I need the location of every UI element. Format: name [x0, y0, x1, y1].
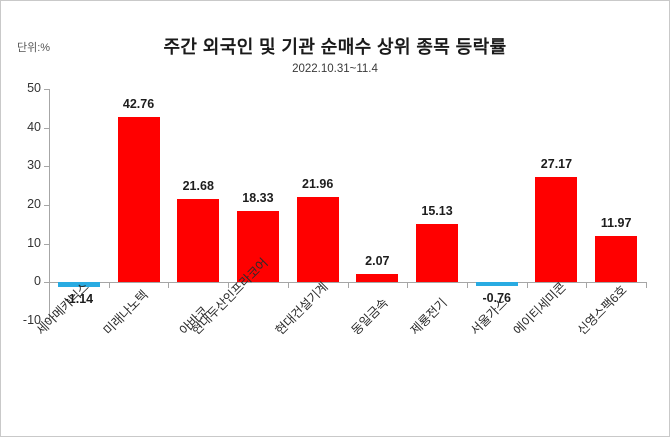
bar-value-label: 42.76: [122, 96, 155, 111]
y-tick-mark: [44, 282, 49, 284]
x-tick-mark: [586, 282, 587, 289]
y-tick-mark: [44, 166, 49, 168]
bar[interactable]: [595, 236, 638, 283]
y-tick-mark: [44, 243, 49, 245]
y-tick-mark: [44, 205, 49, 206]
x-tick-mark: [109, 282, 110, 289]
bar-value-label: -1.14: [64, 291, 94, 306]
y-tick-label: 20: [27, 197, 41, 211]
plot-area: 50 40 30 20 10 0 -10 -1.14 42.76 21.68 18.33 21.96…: [23, 82, 647, 326]
bar-value-label: 11.97: [600, 216, 632, 231]
bar-value-label: 21.68: [182, 178, 214, 193]
bar[interactable]: [416, 223, 459, 283]
x-tick-mark: [168, 282, 169, 289]
y-tick-mark: [44, 127, 49, 129]
y-axis-line: [49, 89, 50, 321]
y-tick-label: 30: [27, 158, 41, 173]
bar[interactable]: [117, 116, 160, 283]
chart-subtitle: 2022.10.31~11.4: [292, 63, 378, 75]
x-tick-mark: [467, 282, 468, 289]
y-tick-label: 40: [27, 119, 41, 134]
y-tick-label: -10: [22, 313, 41, 327]
unit-label: 단위:%: [17, 42, 51, 54]
bar-value-label: 15.13: [421, 203, 453, 218]
x-tick-mark: [407, 282, 408, 289]
x-tick-mark: [646, 282, 647, 289]
x-tick-mark: [49, 282, 50, 289]
x-tick-mark: [527, 282, 528, 289]
x-tick-mark: [228, 282, 229, 289]
x-tick-mark: [288, 282, 289, 289]
bar[interactable]: [57, 282, 100, 287]
chart-title: 주간 외국인 및 기관 순매수 상위 종목 등락률: [163, 37, 507, 57]
bar[interactable]: [356, 274, 399, 283]
x-tick-mark: [348, 282, 349, 289]
y-tick-label: 50: [27, 81, 41, 95]
y-tick-label: 10: [27, 235, 41, 250]
bar-value-label: 18.33: [242, 191, 274, 206]
bar-value-label: 21.96: [302, 177, 334, 192]
bar-value-label: 27.17: [540, 157, 573, 172]
bar[interactable]: [535, 177, 578, 283]
bar-value-label: 2.07: [365, 254, 390, 269]
y-tick-mark: [44, 321, 49, 322]
y-tick-mark: [44, 89, 49, 90]
bar[interactable]: [296, 197, 339, 283]
y-tick-label: 0: [34, 274, 41, 289]
bar[interactable]: [475, 282, 518, 287]
zero-baseline: [49, 282, 646, 284]
bar[interactable]: [236, 211, 279, 283]
bar[interactable]: [177, 198, 220, 283]
bar-value-label: -0.76: [482, 291, 512, 306]
